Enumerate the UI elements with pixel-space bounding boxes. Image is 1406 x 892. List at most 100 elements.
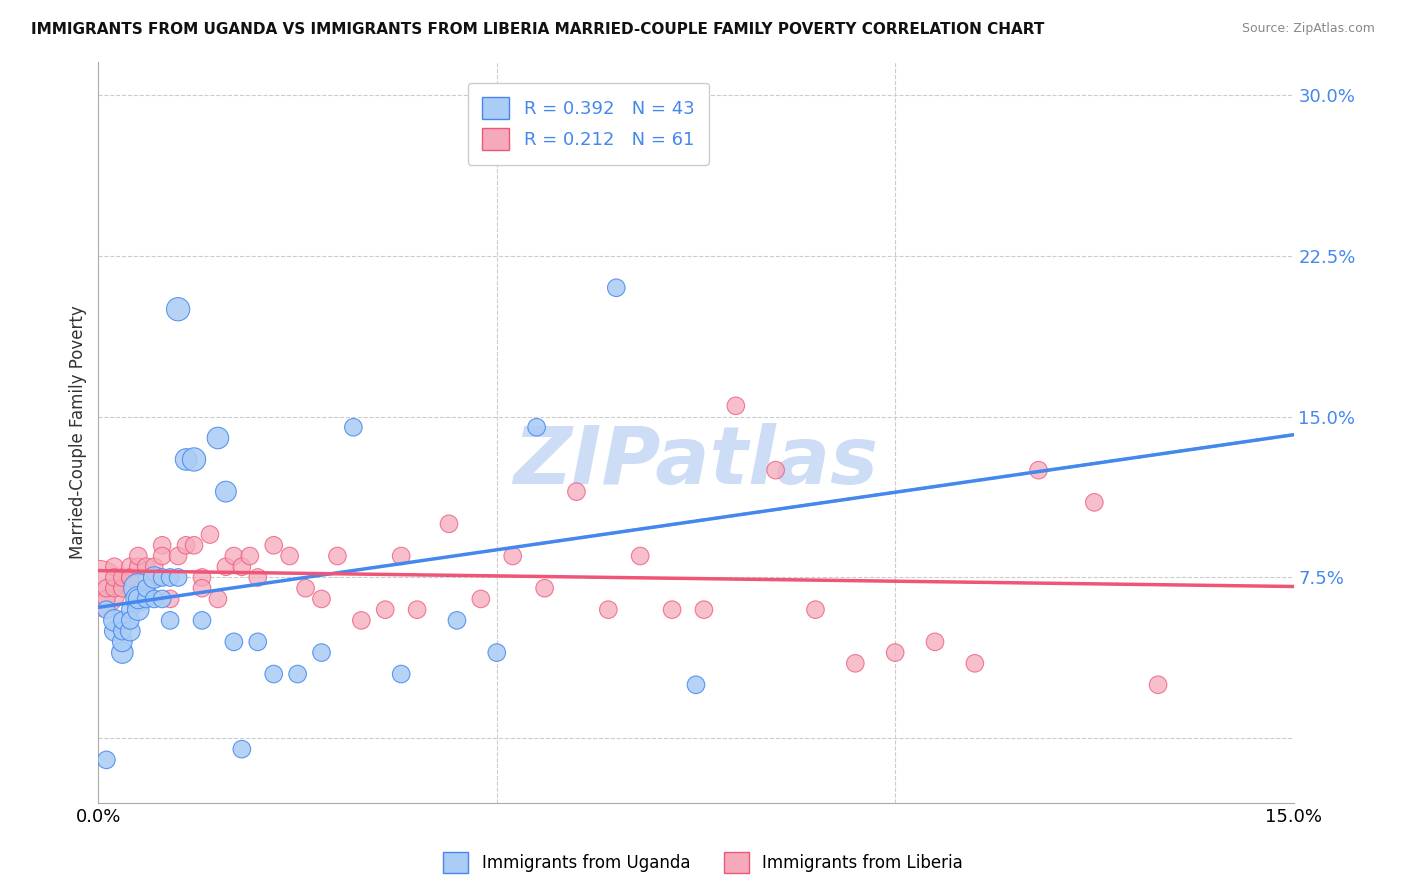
Point <box>96 602 118 616</box>
Point <box>150 538 173 552</box>
Point <box>246 570 269 584</box>
Point <box>342 420 364 434</box>
Point <box>127 549 149 563</box>
Point <box>111 635 134 649</box>
Point <box>598 602 620 616</box>
Point <box>311 646 333 660</box>
Point <box>287 667 309 681</box>
Point <box>765 463 787 477</box>
Point <box>924 635 946 649</box>
Point <box>111 570 134 584</box>
Point <box>565 484 588 499</box>
Point <box>111 646 134 660</box>
Legend: Immigrants from Uganda, Immigrants from Liberia: Immigrants from Uganda, Immigrants from … <box>437 846 969 880</box>
Text: IMMIGRANTS FROM UGANDA VS IMMIGRANTS FROM LIBERIA MARRIED-COUPLE FAMILY POVERTY : IMMIGRANTS FROM UGANDA VS IMMIGRANTS FRO… <box>31 22 1045 37</box>
Legend: R = 0.392   N = 43, R = 0.212   N = 61: R = 0.392 N = 43, R = 0.212 N = 61 <box>468 83 709 164</box>
Point <box>150 591 173 606</box>
Point <box>111 624 134 639</box>
Point <box>127 581 149 595</box>
Point <box>127 602 149 616</box>
Point <box>120 624 142 639</box>
Point <box>207 591 229 606</box>
Point <box>159 614 181 628</box>
Point <box>207 431 229 445</box>
Point <box>174 452 197 467</box>
Point <box>685 678 707 692</box>
Point <box>1028 463 1050 477</box>
Point <box>526 420 548 434</box>
Point <box>191 570 214 584</box>
Point <box>135 581 157 595</box>
Point <box>120 602 142 616</box>
Point <box>135 581 157 595</box>
Point <box>111 614 134 628</box>
Point <box>120 570 142 584</box>
Point <box>693 602 716 616</box>
Point <box>103 581 125 595</box>
Point <box>111 581 134 595</box>
Point <box>502 549 524 563</box>
Point <box>389 667 412 681</box>
Point <box>1147 678 1170 692</box>
Point <box>278 549 301 563</box>
Point <box>143 591 166 606</box>
Point <box>884 646 907 660</box>
Y-axis label: Married-Couple Family Poverty: Married-Couple Family Poverty <box>69 306 87 559</box>
Point <box>485 646 508 660</box>
Point <box>263 538 285 552</box>
Point <box>127 591 149 606</box>
Point <box>103 570 125 584</box>
Point <box>159 591 181 606</box>
Text: Source: ZipAtlas.com: Source: ZipAtlas.com <box>1241 22 1375 36</box>
Point <box>628 549 651 563</box>
Point <box>103 559 125 574</box>
Point <box>174 538 197 552</box>
Point <box>103 624 125 639</box>
Point <box>143 570 166 584</box>
Point <box>191 614 214 628</box>
Point <box>87 581 110 595</box>
Point <box>135 559 157 574</box>
Point <box>215 484 238 499</box>
Point <box>263 667 285 681</box>
Point <box>183 452 205 467</box>
Point <box>127 591 149 606</box>
Point <box>437 516 460 531</box>
Point <box>222 635 245 649</box>
Point <box>470 591 492 606</box>
Point <box>963 657 986 671</box>
Point <box>533 581 555 595</box>
Point <box>804 602 827 616</box>
Text: ZIPatlas: ZIPatlas <box>513 423 879 501</box>
Point <box>661 602 683 616</box>
Point <box>1083 495 1105 509</box>
Point <box>246 635 269 649</box>
Point <box>167 570 190 584</box>
Point <box>198 527 221 541</box>
Point <box>406 602 429 616</box>
Point <box>389 549 412 563</box>
Point <box>103 614 125 628</box>
Point <box>239 549 262 563</box>
Point <box>311 591 333 606</box>
Point <box>231 742 253 756</box>
Point <box>96 591 118 606</box>
Point <box>605 281 627 295</box>
Point <box>167 302 190 317</box>
Point <box>150 570 173 584</box>
Point <box>222 549 245 563</box>
Point <box>127 559 149 574</box>
Point <box>231 559 253 574</box>
Point <box>191 581 214 595</box>
Point <box>96 581 118 595</box>
Point <box>215 559 238 574</box>
Point <box>120 614 142 628</box>
Point <box>143 559 166 574</box>
Point <box>120 570 142 584</box>
Point <box>350 614 373 628</box>
Point <box>183 538 205 552</box>
Point <box>374 602 396 616</box>
Point <box>150 549 173 563</box>
Point <box>120 559 142 574</box>
Point <box>135 591 157 606</box>
